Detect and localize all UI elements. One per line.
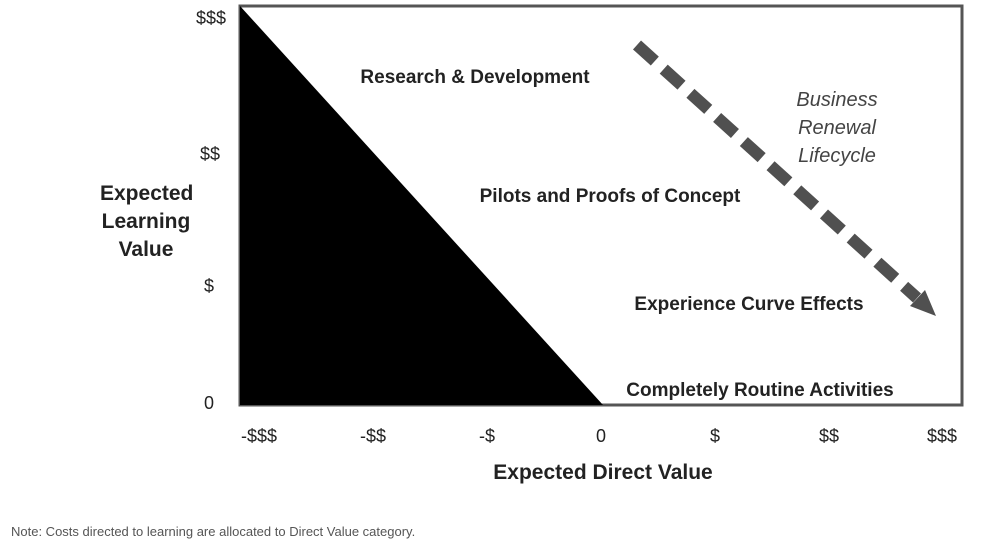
region-label-research: Research & Development — [360, 67, 590, 88]
region-label-experience: Experience Curve Effects — [634, 294, 863, 315]
region-label-routine: Completely Routine Activities — [626, 380, 893, 401]
x-axis-title: Expected Direct Value — [493, 461, 712, 484]
y-axis-title: Expected Learning Value — [100, 180, 194, 264]
x-tick-label: -$$$ — [241, 426, 277, 446]
y-axis-title-line: Learning — [101, 210, 191, 233]
footnote: Note: Costs directed to learning are all… — [11, 524, 416, 539]
x-tick-label: $ — [710, 426, 720, 446]
y-tick-label: 0 — [204, 393, 214, 413]
x-tick-label: -$ — [479, 426, 495, 446]
y-tick-label: $$$ — [196, 8, 226, 28]
x-tick-label: 0 — [596, 426, 606, 446]
y-axis-title-line: Value — [118, 238, 174, 261]
x-tick-label: -$$ — [360, 426, 386, 446]
x-tick-label: $$$ — [927, 426, 957, 446]
lifecycle-arrow-shaft — [632, 40, 922, 303]
arrow-label-line: Lifecycle — [798, 145, 876, 167]
x-tick-label: $$ — [819, 426, 839, 446]
arrow-label-line: Business — [796, 89, 877, 111]
lifecycle-arrow-head — [910, 290, 936, 316]
negative-value-triangle — [240, 6, 603, 405]
arrow-label-line: Renewal — [798, 117, 876, 139]
y-tick-label: $$ — [200, 144, 220, 164]
y-axis-title-line: Expected — [100, 182, 194, 205]
y-tick-label: $ — [204, 276, 214, 296]
region-label-pilots: Pilots and Proofs of Concept — [480, 186, 741, 207]
